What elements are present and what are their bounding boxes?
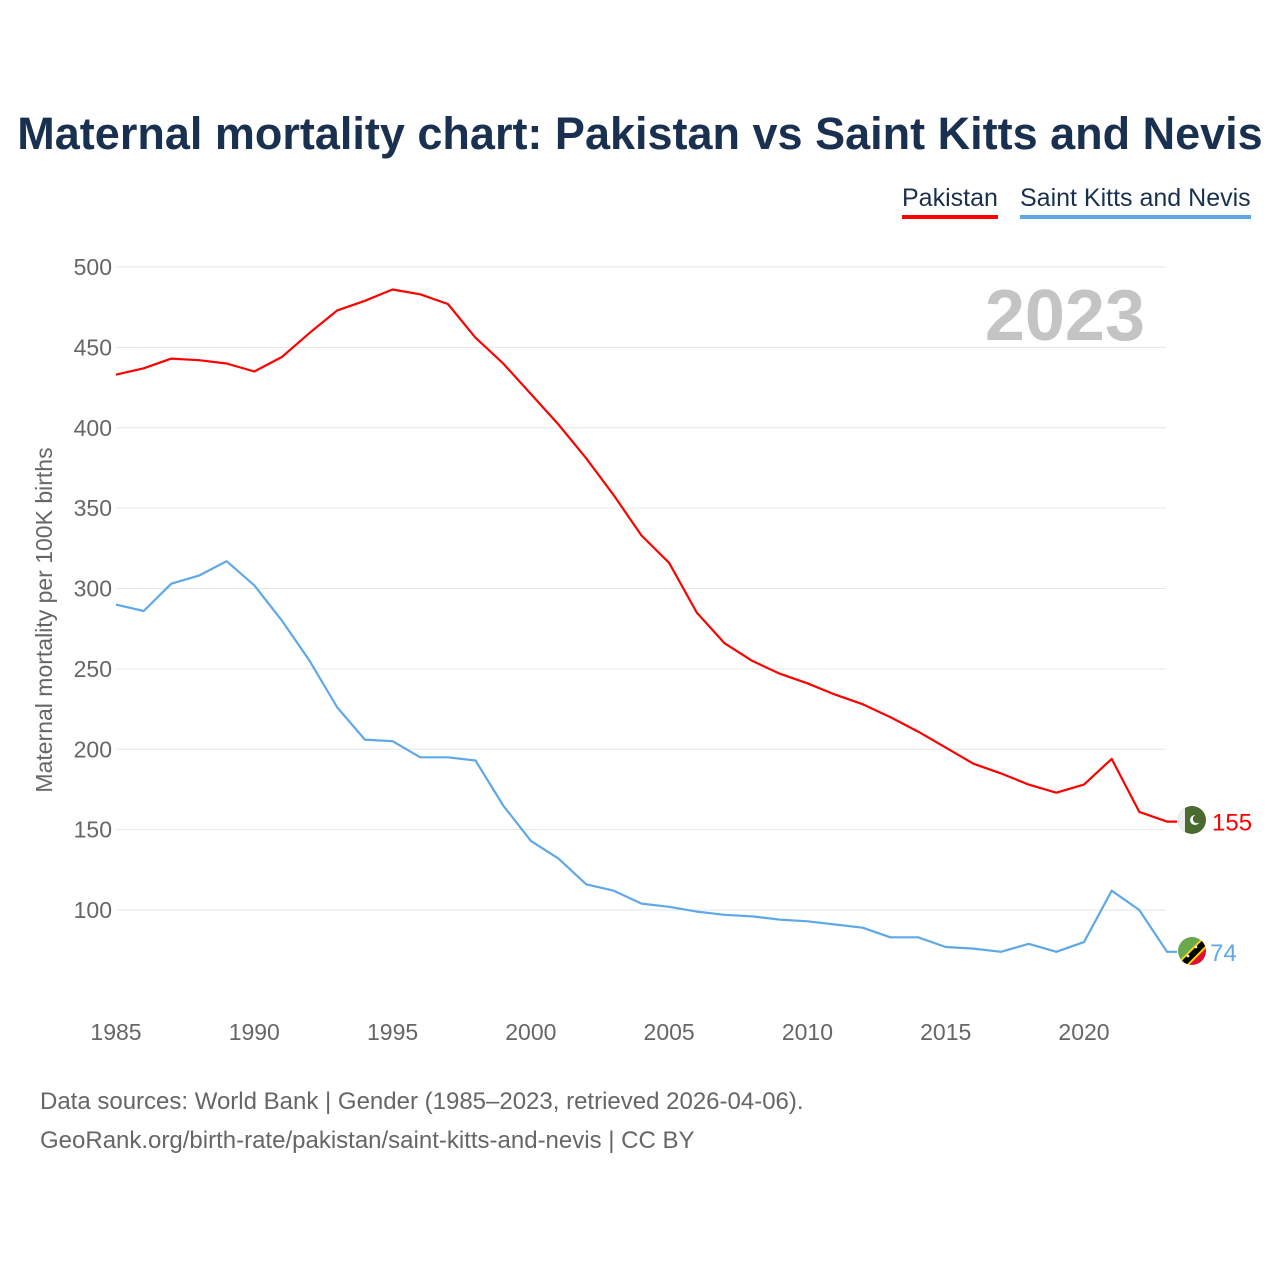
pakistan-flag-icon <box>1178 806 1206 834</box>
y-tick-label: 150 <box>74 817 112 843</box>
y-tick-label: 100 <box>74 897 112 923</box>
year-watermark: 2023 <box>985 276 1145 356</box>
y-tick-label: 400 <box>74 415 112 441</box>
series-line-saint-kitts-and-nevis <box>115 560 1177 953</box>
y-tick-label: 250 <box>74 656 112 682</box>
x-tick-label: 2020 <box>1058 1019 1109 1045</box>
y-axis-label: Maternal mortality per 100K births <box>31 447 57 792</box>
source-line: Data sources: World Bank | Gender (1985–… <box>40 1088 804 1115</box>
legend-pakistan[interactable]: Pakistan <box>902 184 998 219</box>
end-value-label: 74 <box>1210 940 1237 967</box>
series-line-pakistan <box>115 288 1177 823</box>
x-tick-label: 1985 <box>90 1019 141 1045</box>
y-tick-label: 500 <box>74 254 112 280</box>
source-url: GeoRank.org/birth-rate/pakistan/saint-ki… <box>40 1127 695 1154</box>
x-tick-label: 1995 <box>367 1019 418 1045</box>
x-tick-label: 2000 <box>505 1019 556 1045</box>
y-tick-label: 350 <box>74 495 112 521</box>
y-tick-label: 200 <box>74 736 112 762</box>
y-tick-label: 300 <box>74 576 112 602</box>
x-tick-label: 2010 <box>782 1019 833 1045</box>
x-tick-label: 2015 <box>920 1019 971 1045</box>
legend-saint-kitts-and-nevis[interactable]: Saint Kitts and Nevis <box>1020 184 1251 219</box>
chart-title: Maternal mortality chart: Pakistan vs Sa… <box>17 108 1263 159</box>
x-tick-label: 1990 <box>229 1019 280 1045</box>
saint-kitts-and-nevis-flag-icon <box>1178 937 1206 965</box>
y-tick-label: 450 <box>74 334 112 360</box>
x-tick-label: 2005 <box>644 1019 695 1045</box>
end-value-label: 155 <box>1212 810 1252 837</box>
